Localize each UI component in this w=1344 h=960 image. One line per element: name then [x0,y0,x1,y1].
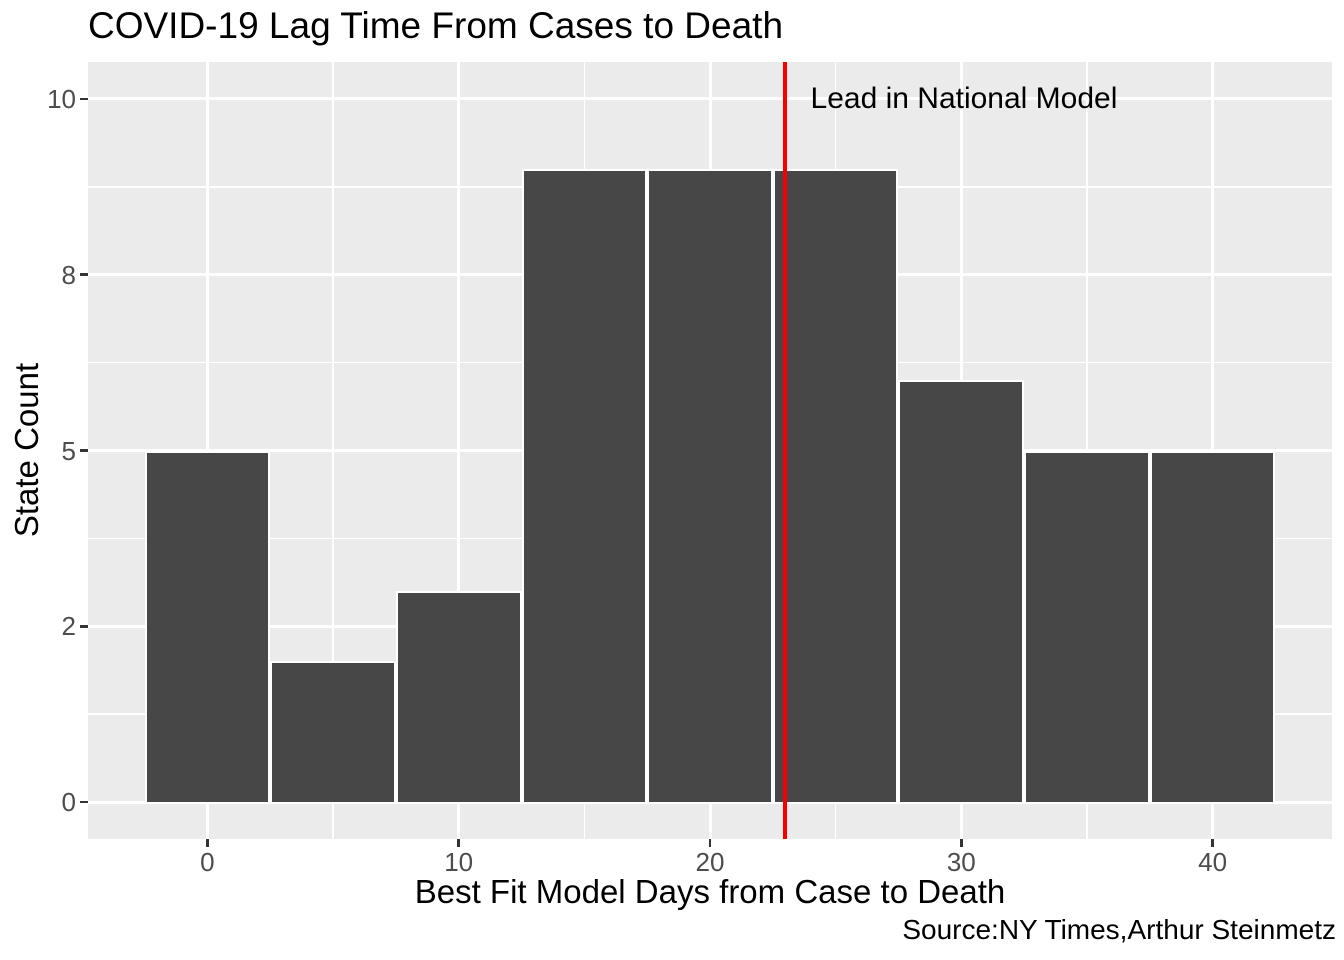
y-tick-label: 5 [61,435,76,466]
x-major-gridline [457,62,461,839]
y-tick-label: 2 [61,611,76,642]
plot-panel [88,62,1332,839]
y-tick-label: 0 [61,787,76,818]
histogram-bar [898,380,1025,803]
y-tick-mark [80,625,88,628]
x-tick-label: 40 [1198,847,1228,877]
y-tick-mark [80,449,88,452]
y-tick-label: 10 [47,83,76,114]
histogram-bar [647,169,773,803]
histogram-bar [521,169,648,803]
histogram-bar [395,591,522,803]
x-tick-label: 20 [695,847,725,877]
reference-line [783,62,788,839]
chart-title: COVID-19 Lag Time From Cases to Death [88,5,784,46]
histogram-bar [1149,450,1276,803]
x-tick-label: 0 [200,847,215,877]
source-caption: Source:NY Times,Arthur Steinmetz [902,914,1336,945]
histogram-bar [144,450,271,803]
x-tick-mark [708,839,712,847]
histogram-bar [772,169,899,803]
x-tick-mark [960,839,963,847]
x-tick-label: 10 [444,847,474,877]
y-tick-label: 8 [61,259,76,290]
y-tick-mark [80,97,88,101]
x-tick-label: 30 [946,847,976,877]
y-tick-mark [80,800,88,804]
vline-annotation: Lead in National Model [810,81,1118,115]
x-tick-mark [206,839,209,847]
x-axis-title: Best Fit Model Days from Case to Death [414,873,1006,910]
histogram-bar [1024,450,1150,803]
x-tick-mark [457,839,460,847]
histogram-bar [270,661,396,803]
x-tick-mark [1211,839,1214,847]
y-tick-mark [80,273,88,276]
